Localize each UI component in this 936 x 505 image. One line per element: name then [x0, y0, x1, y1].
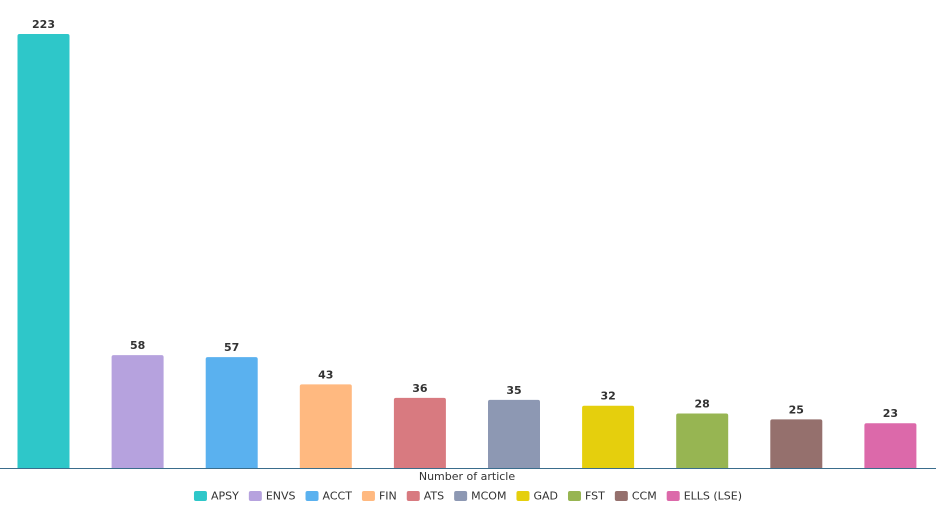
- value-label: 35: [506, 384, 521, 397]
- legend-label: CCM: [632, 490, 657, 503]
- legend-swatch: [614, 491, 628, 501]
- legend-label: ACCT: [323, 490, 353, 503]
- legend-label: FST: [585, 490, 605, 503]
- legend-swatch: [567, 491, 581, 501]
- legend-swatch: [406, 491, 420, 501]
- value-label: 32: [600, 390, 615, 403]
- value-label: 28: [695, 398, 710, 411]
- value-label: 25: [789, 403, 804, 416]
- legend-swatch: [361, 491, 375, 501]
- legend-label: FIN: [379, 490, 397, 503]
- legend: APSY ENVS ACCT FIN ATS MCOM GAD FST CCM ELLS (LSE…: [193, 490, 742, 503]
- legend-swatch: [516, 491, 530, 501]
- bar: [770, 419, 823, 468]
- value-label: 58: [130, 339, 145, 352]
- bar: [488, 399, 540, 468]
- legend-swatch: [193, 491, 207, 501]
- value-label: 23: [883, 407, 898, 420]
- legend-swatch: [454, 491, 468, 501]
- legend-label: ATS: [424, 490, 444, 503]
- bar: [582, 405, 635, 468]
- bar: [17, 34, 70, 468]
- bar: [864, 423, 917, 468]
- value-label: 223: [32, 18, 55, 31]
- legend-label: ELLS (LSE): [684, 490, 742, 503]
- bar: [299, 384, 352, 468]
- legend-label: ENVS: [266, 490, 296, 503]
- bar: [676, 413, 729, 468]
- legend-swatch: [248, 491, 262, 501]
- x-axis-label: Number of article: [419, 470, 516, 483]
- legend-label: GAD: [533, 490, 558, 503]
- bar: [205, 357, 258, 468]
- legend-label: MCOM: [471, 490, 506, 503]
- value-label: 57: [224, 341, 239, 354]
- value-label: 43: [318, 368, 333, 381]
- legend-swatch: [305, 491, 319, 501]
- legend-label: APSY: [211, 490, 239, 503]
- bar: [111, 355, 164, 468]
- bar: [393, 397, 446, 468]
- legend-swatch: [666, 491, 680, 501]
- value-label: 36: [412, 382, 428, 395]
